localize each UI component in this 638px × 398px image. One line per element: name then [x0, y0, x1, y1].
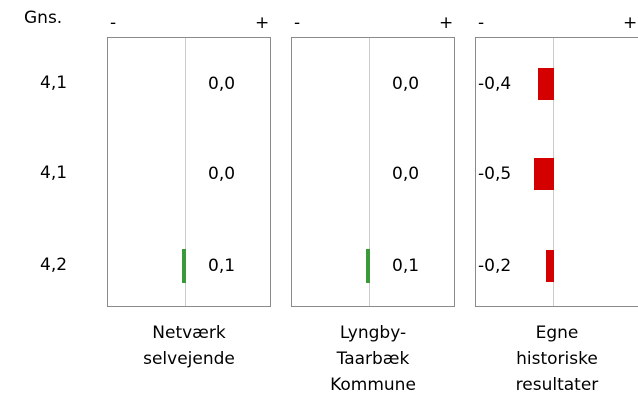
comparison-panel: -0,4 -0,5 -0,2 — [475, 37, 638, 307]
average-value: 4,2 — [40, 255, 68, 275]
bar-value-label: -0,5 — [478, 164, 512, 184]
zero-line — [369, 38, 370, 306]
bar-value-label: 0,1 — [208, 256, 236, 276]
bar-value-label: 0,0 — [208, 164, 236, 184]
average-column-header: Gns. — [24, 8, 63, 28]
negative-sign-label: - — [110, 13, 117, 33]
negative-bar — [546, 250, 554, 282]
negative-sign-label: - — [294, 13, 301, 33]
panel-category-label: Lyngby- Taarbæk Kommune — [330, 323, 416, 395]
positive-sign-label: + — [623, 13, 638, 33]
positive-bar — [182, 249, 186, 283]
bar-value-label: -0,4 — [478, 74, 512, 94]
comparison-panel: 0,0 0,0 0,1 — [291, 37, 455, 307]
negative-bar — [538, 68, 554, 100]
positive-sign-label: + — [255, 13, 270, 33]
positive-bar — [366, 249, 370, 283]
average-value: 4,1 — [40, 163, 68, 183]
bar-value-label: 0,0 — [392, 164, 420, 184]
panel-category-label: Egne historiske resultater — [515, 323, 599, 395]
bar-value-label: -0,2 — [478, 256, 512, 276]
average-value: 4,1 — [40, 73, 68, 93]
panel-category-label: Netværk selvejende — [143, 323, 235, 369]
comparison-panel: 0,0 0,0 0,1 — [107, 37, 271, 307]
zero-line — [185, 38, 186, 306]
positive-sign-label: + — [439, 13, 454, 33]
negative-sign-label: - — [478, 13, 485, 33]
bar-value-label: 0,0 — [208, 74, 236, 94]
bar-value-label: 0,1 — [392, 256, 420, 276]
bar-value-label: 0,0 — [392, 74, 420, 94]
negative-bar — [534, 158, 554, 190]
